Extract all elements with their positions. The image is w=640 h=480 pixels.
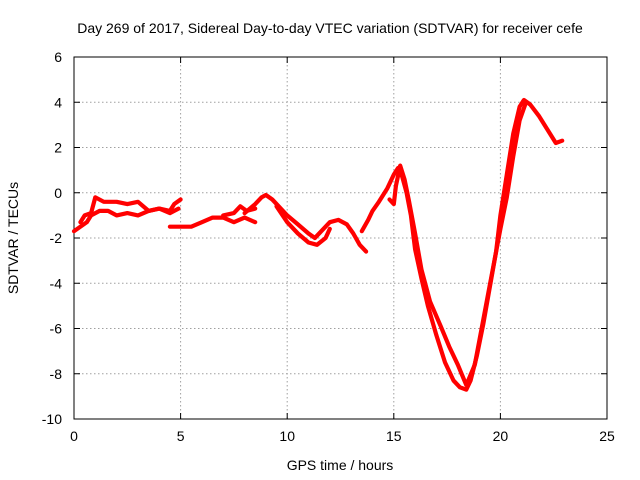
x-tick-label: 5 xyxy=(177,428,185,444)
y-tick-label: -2 xyxy=(50,230,63,246)
chart-title: Day 269 of 2017, Sidereal Day-to-day VTE… xyxy=(77,20,583,36)
y-tick-label: 6 xyxy=(54,49,62,65)
x-tick-label: 10 xyxy=(279,428,295,444)
y-tick-label: -4 xyxy=(50,275,63,291)
x-tick-label: 15 xyxy=(386,428,402,444)
grid-lines xyxy=(74,57,607,419)
y-tick-label: -8 xyxy=(50,366,63,382)
series-trace-h xyxy=(390,102,527,385)
x-axis-label: GPS time / hours xyxy=(287,457,394,473)
y-tick-label: -6 xyxy=(50,321,63,337)
series-trace-b xyxy=(80,197,180,222)
axis-ticks: 0 5 10 15 20 25 -10 -8 -6 -4 -2 0 2 4 6 xyxy=(42,49,615,444)
x-tick-label: 0 xyxy=(70,428,78,444)
vtec-chart: Day 269 of 2017, Sidereal Day-to-day VTE… xyxy=(0,0,640,480)
y-tick-label: -10 xyxy=(42,411,62,427)
series-trace-c xyxy=(170,218,255,227)
y-axis-label: SDTVAR / TECUs xyxy=(5,182,21,294)
series-trace-g xyxy=(362,100,562,390)
y-tick-label: 4 xyxy=(54,94,62,110)
series-trace-e xyxy=(245,195,367,252)
x-tick-label: 20 xyxy=(493,428,509,444)
data-series-layer xyxy=(74,100,562,390)
y-tick-label: 0 xyxy=(54,185,62,201)
y-tick-label: 2 xyxy=(54,140,62,156)
x-tick-label: 25 xyxy=(599,428,615,444)
